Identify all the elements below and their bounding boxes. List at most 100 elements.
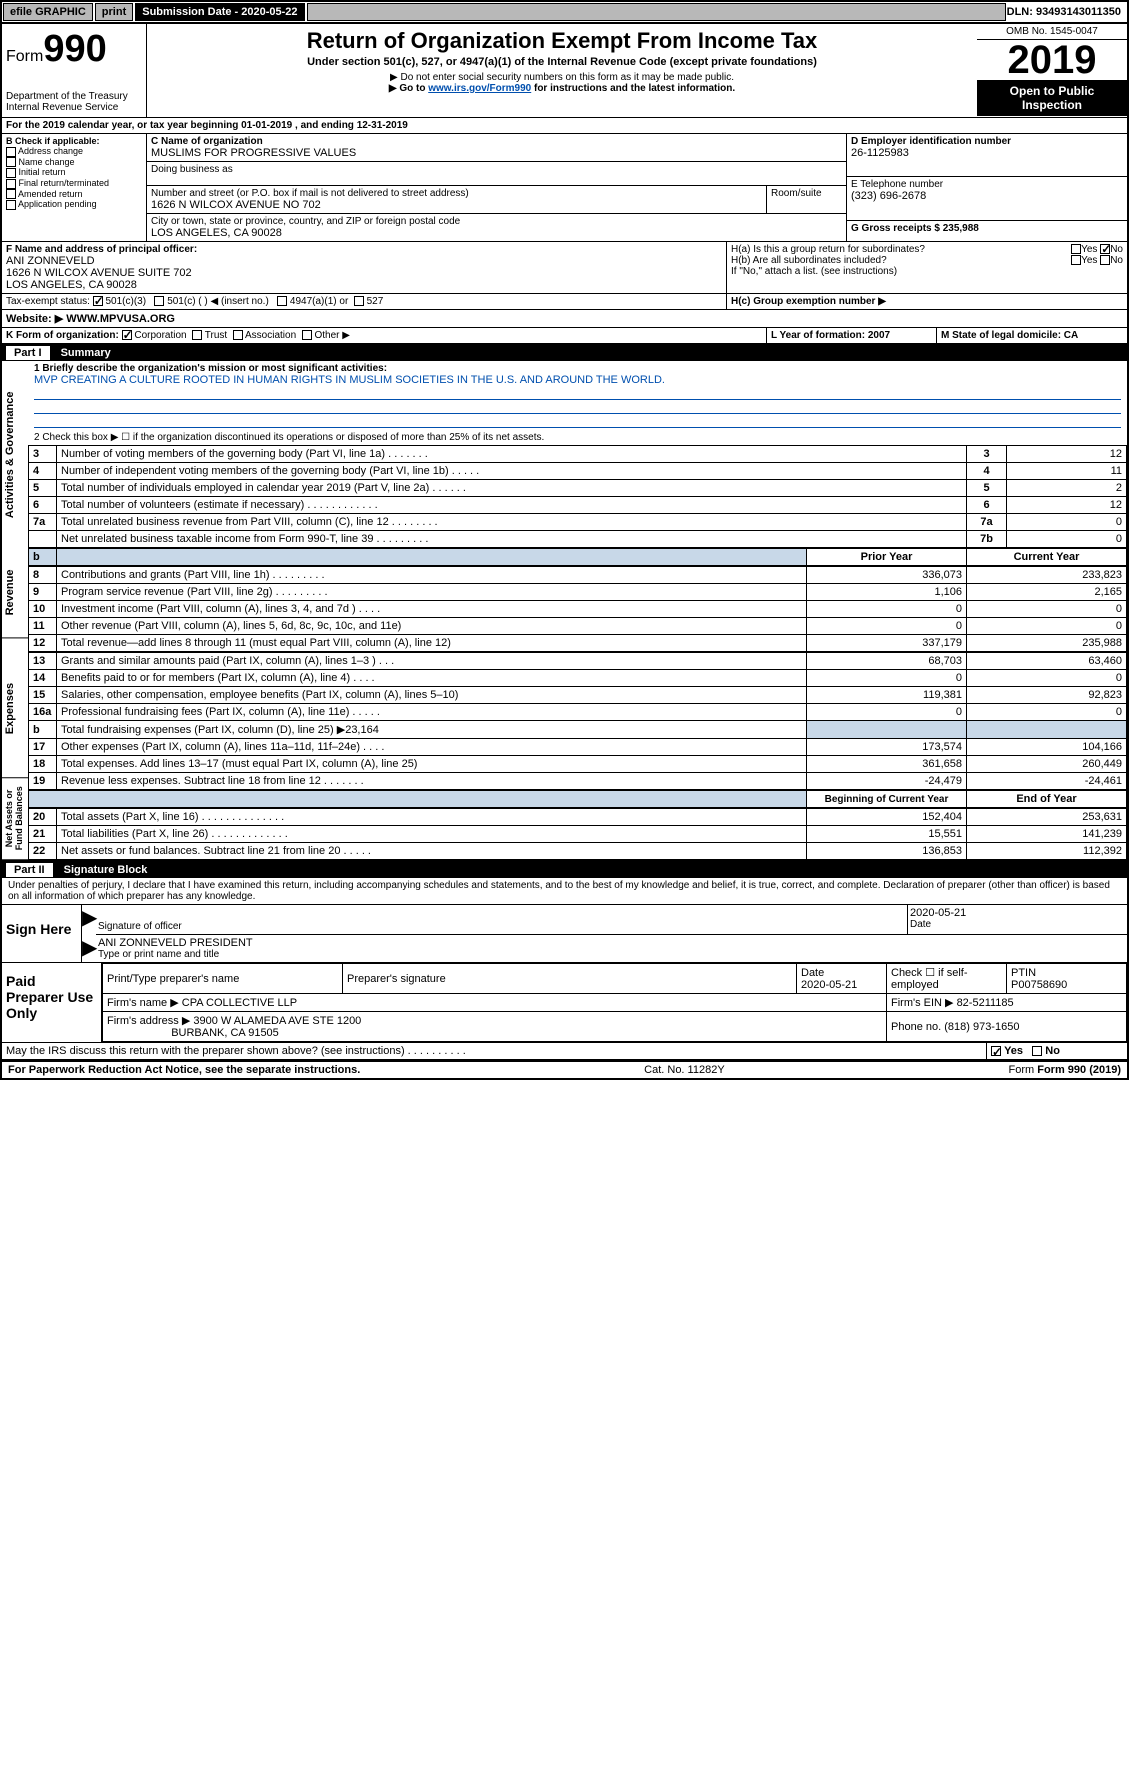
discuss-no-chk[interactable] (1032, 1046, 1042, 1056)
col-end: End of Year (967, 791, 1127, 808)
officer-typed-name: ANI ZONNEVELD PRESIDENT (98, 937, 1125, 949)
line-value: 11 (1007, 463, 1127, 480)
chk-trust[interactable] (192, 330, 202, 340)
form-title: Return of Organization Exempt From Incom… (151, 28, 973, 54)
discuss-text: May the IRS discuss this return with the… (2, 1043, 987, 1059)
prep-date-label: Date (801, 967, 824, 979)
line-text: Other expenses (Part IX, column (A), lin… (57, 739, 807, 756)
chk-assoc[interactable] (233, 330, 243, 340)
entity-block: B Check if applicable: Address change Na… (0, 133, 1129, 241)
firm-addr2: BURBANK, CA 91505 (171, 1027, 279, 1039)
open-to-public: Open to Public Inspection (977, 80, 1127, 116)
line-text: Program service revenue (Part VIII, line… (57, 584, 807, 601)
efile-button[interactable]: efile GRAPHIC (3, 3, 93, 21)
lineno: 18 (29, 756, 57, 773)
chk-other[interactable] (302, 330, 312, 340)
j-row: Website: ▶ WWW.MPVUSA.ORG (0, 309, 1129, 327)
prior-value: 152,404 (807, 809, 967, 826)
q2: 2 Check this box ▶ ☐ if the organization… (28, 430, 1127, 445)
chk-amended[interactable]: Amended return (6, 189, 142, 200)
prior-value: 336,073 (807, 567, 967, 584)
prior-value: 361,658 (807, 756, 967, 773)
hc-label: H(c) Group exemption number ▶ (731, 296, 886, 307)
lineno: 16a (29, 704, 57, 721)
rev-table: 8 Contributions and grants (Part VIII, l… (28, 566, 1127, 652)
tax-year: 2019 (977, 40, 1127, 80)
chk-pending-lbl: Application pending (18, 199, 97, 209)
chk-501c3[interactable] (93, 296, 103, 306)
line-text: Revenue less expenses. Subtract line 18 … (57, 773, 807, 790)
form-990-ref: Form 990 (2019) (1037, 1064, 1121, 1076)
officer-sig-line[interactable] (98, 907, 905, 921)
line-value: 12 (1007, 497, 1127, 514)
sig-date: 2020-05-21 (910, 907, 1125, 919)
prep-name-label: Print/Type preparer's name (103, 964, 343, 994)
chk-501c[interactable] (154, 296, 164, 306)
line-text: Contributions and grants (Part VIII, lin… (57, 567, 807, 584)
chk-final[interactable]: Final return/terminated (6, 178, 142, 189)
discuss-yes-chk[interactable] (991, 1046, 1001, 1056)
hb-yes: Yes (1081, 255, 1097, 266)
chk-corp[interactable] (122, 330, 132, 340)
net-blank (29, 791, 807, 808)
prior-value: 173,574 (807, 739, 967, 756)
box-c-label: C Name of organization (151, 136, 842, 147)
chk-name[interactable]: Name change (6, 157, 142, 168)
street-address: 1626 N WILCOX AVENUE NO 702 (151, 199, 762, 211)
prior-value: 0 (807, 618, 967, 635)
form-header: Form990 Department of the Treasury Inter… (0, 24, 1129, 117)
lineno: 20 (29, 809, 57, 826)
rev-header: b Prior Year Current Year (28, 548, 1127, 566)
form-prefix: Form (6, 48, 43, 65)
box-k-label: K Form of organization: (6, 330, 119, 341)
firm-name-label: Firm's name ▶ (107, 997, 179, 1009)
sign-here-block: Sign Here ▶ Signature of officer 2020-05… (0, 904, 1129, 962)
line-text: Total unrelated business revenue from Pa… (57, 514, 967, 531)
line-a: For the 2019 calendar year, or tax year … (0, 117, 1129, 133)
prior-value: 119,381 (807, 687, 967, 704)
prior-value: 1,106 (807, 584, 967, 601)
line-box: 7b (967, 531, 1007, 548)
form990-link[interactable]: www.irs.gov/Form990 (428, 83, 531, 94)
line-text: Professional fundraising fees (Part IX, … (57, 704, 807, 721)
check-self: Check ☐ if self-employed (887, 964, 1007, 994)
line-text: Net assets or fund balances. Subtract li… (57, 843, 807, 860)
line-value: 2 (1007, 480, 1127, 497)
lineno: 8 (29, 567, 57, 584)
line-text: Other revenue (Part VIII, column (A), li… (57, 618, 807, 635)
print-button[interactable]: print (95, 3, 133, 21)
col-prior: Prior Year (807, 549, 967, 566)
lineno: 11 (29, 618, 57, 635)
form-ref: Form Form 990 (2019) (1009, 1064, 1122, 1076)
chk-initial[interactable]: Initial return (6, 167, 142, 178)
lineno: 21 (29, 826, 57, 843)
prep-date: 2020-05-21 (801, 979, 857, 991)
line-box: 6 (967, 497, 1007, 514)
line-text: Net unrelated business taxable income fr… (57, 531, 967, 548)
ha-yes: Yes (1081, 244, 1097, 255)
box-d-label: D Employer identification number (851, 136, 1123, 147)
lineno: 19 (29, 773, 57, 790)
chk-527[interactable] (354, 296, 364, 306)
telephone: (323) 696-2678 (851, 190, 1123, 202)
opt-trust: Trust (205, 330, 227, 341)
hb-answer: Yes No (1071, 255, 1123, 266)
chk-4947[interactable] (277, 296, 287, 306)
ein: 26-1125983 (851, 147, 1123, 159)
prior-value: -24,479 (807, 773, 967, 790)
box-f: F Name and address of principal officer:… (2, 242, 727, 293)
form-990: 990 (43, 28, 106, 70)
lineno (29, 531, 57, 548)
current-value: 104,166 (967, 739, 1127, 756)
otp-line2: Inspection (981, 98, 1123, 112)
opt-4947: 4947(a)(1) or (290, 296, 348, 307)
firm-addr-label: Firm's address ▶ (107, 1015, 190, 1027)
year-formation: L Year of formation: 2007 (767, 328, 937, 343)
line-text: Salaries, other compensation, employee b… (57, 687, 807, 704)
line-box: 3 (967, 446, 1007, 463)
chk-pending[interactable]: Application pending (6, 199, 142, 210)
city-label: City or town, state or province, country… (151, 216, 842, 227)
opt-other: Other ▶ (314, 330, 349, 341)
chk-address[interactable]: Address change (6, 146, 142, 157)
date-label: Date (910, 919, 1125, 930)
